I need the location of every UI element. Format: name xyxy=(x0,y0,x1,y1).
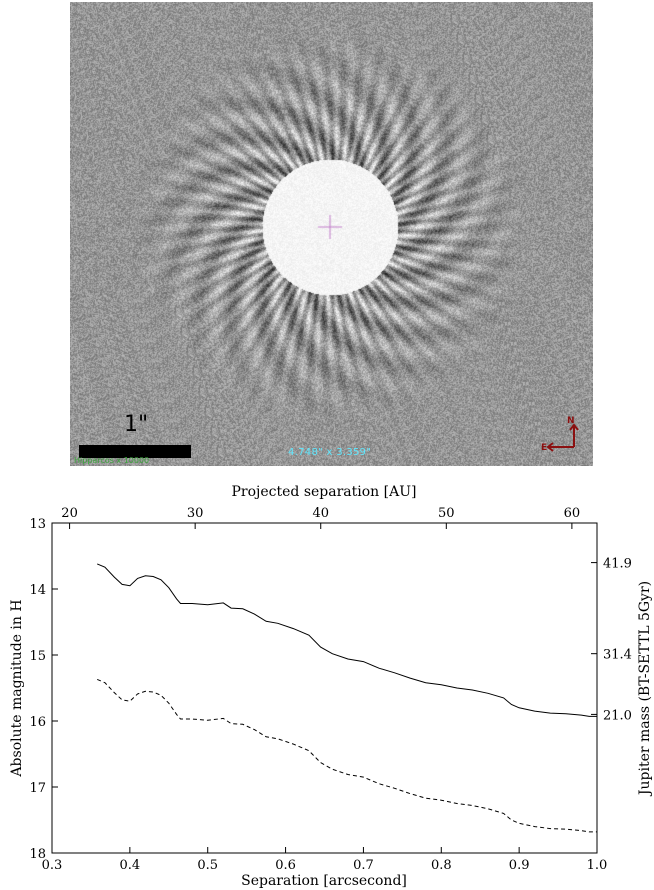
scale-bar-label: 1" xyxy=(124,412,149,437)
image-caption-label: Hipparcos x 10000 xyxy=(74,456,150,465)
x-tick-label: 0.6 xyxy=(275,858,296,873)
x-tick-label: 0.4 xyxy=(120,858,141,873)
tick-labels: 0.3 0.4 0.5 0.6 0.7 0.8 0.9 1.0 13 14 15 16 17 18 20 30… xyxy=(29,506,632,873)
x-tick-label: 0.8 xyxy=(431,858,452,873)
scale-bar xyxy=(79,445,191,458)
right-tick-label: 41.9 xyxy=(603,557,632,572)
coronagraph-image: 1" Hipparcos x 10000 4.748" x 3.359" N E xyxy=(70,2,593,466)
top-axis-title: Projected separation [AU] xyxy=(232,484,417,500)
residual-speckle-image xyxy=(70,2,593,466)
y-tick-label: 17 xyxy=(29,781,46,796)
compass-north-label: N xyxy=(567,416,575,426)
x-axis-title: Separation [arcsecond] xyxy=(241,873,407,889)
top-tick-label: 30 xyxy=(187,506,204,521)
top-tick-label: 60 xyxy=(564,506,581,521)
contrast-curve-chart: 0.3 0.4 0.5 0.6 0.7 0.8 0.9 1.0 13 14 15 16 17 18 20 30… xyxy=(9,484,653,889)
axis-ticks xyxy=(51,522,598,854)
y-axis-title: Absolute magnitude in H xyxy=(9,599,25,777)
compass-icon: N E xyxy=(541,416,579,453)
y-tick-label: 14 xyxy=(29,583,46,598)
dashed-series-line xyxy=(97,678,597,833)
plot-frame xyxy=(51,522,598,854)
x-tick-label: 1.0 xyxy=(587,858,608,873)
top-tick-label: 20 xyxy=(61,506,78,521)
x-tick-label: 0.9 xyxy=(509,858,530,873)
field-size-readout: 4.748" x 3.359" xyxy=(288,447,372,458)
top-tick-label: 40 xyxy=(312,506,329,521)
compass-east-label: E xyxy=(541,443,547,453)
top-tick-label: 50 xyxy=(438,506,455,521)
solid-series-line xyxy=(97,563,597,717)
y-tick-label: 15 xyxy=(29,649,46,664)
right-tick-label: 21.0 xyxy=(603,708,632,723)
y-tick-label: 13 xyxy=(29,517,46,532)
x-tick-label: 0.3 xyxy=(42,858,63,873)
x-tick-label: 0.5 xyxy=(197,858,218,873)
right-axis-title: Jupiter mass (BT-SETTL 5Gyr) xyxy=(637,581,653,797)
y-tick-label: 18 xyxy=(29,847,46,862)
y-tick-label: 16 xyxy=(29,715,46,730)
data-series xyxy=(97,563,597,833)
right-tick-label: 31.4 xyxy=(603,648,632,663)
x-tick-label: 0.7 xyxy=(353,858,374,873)
